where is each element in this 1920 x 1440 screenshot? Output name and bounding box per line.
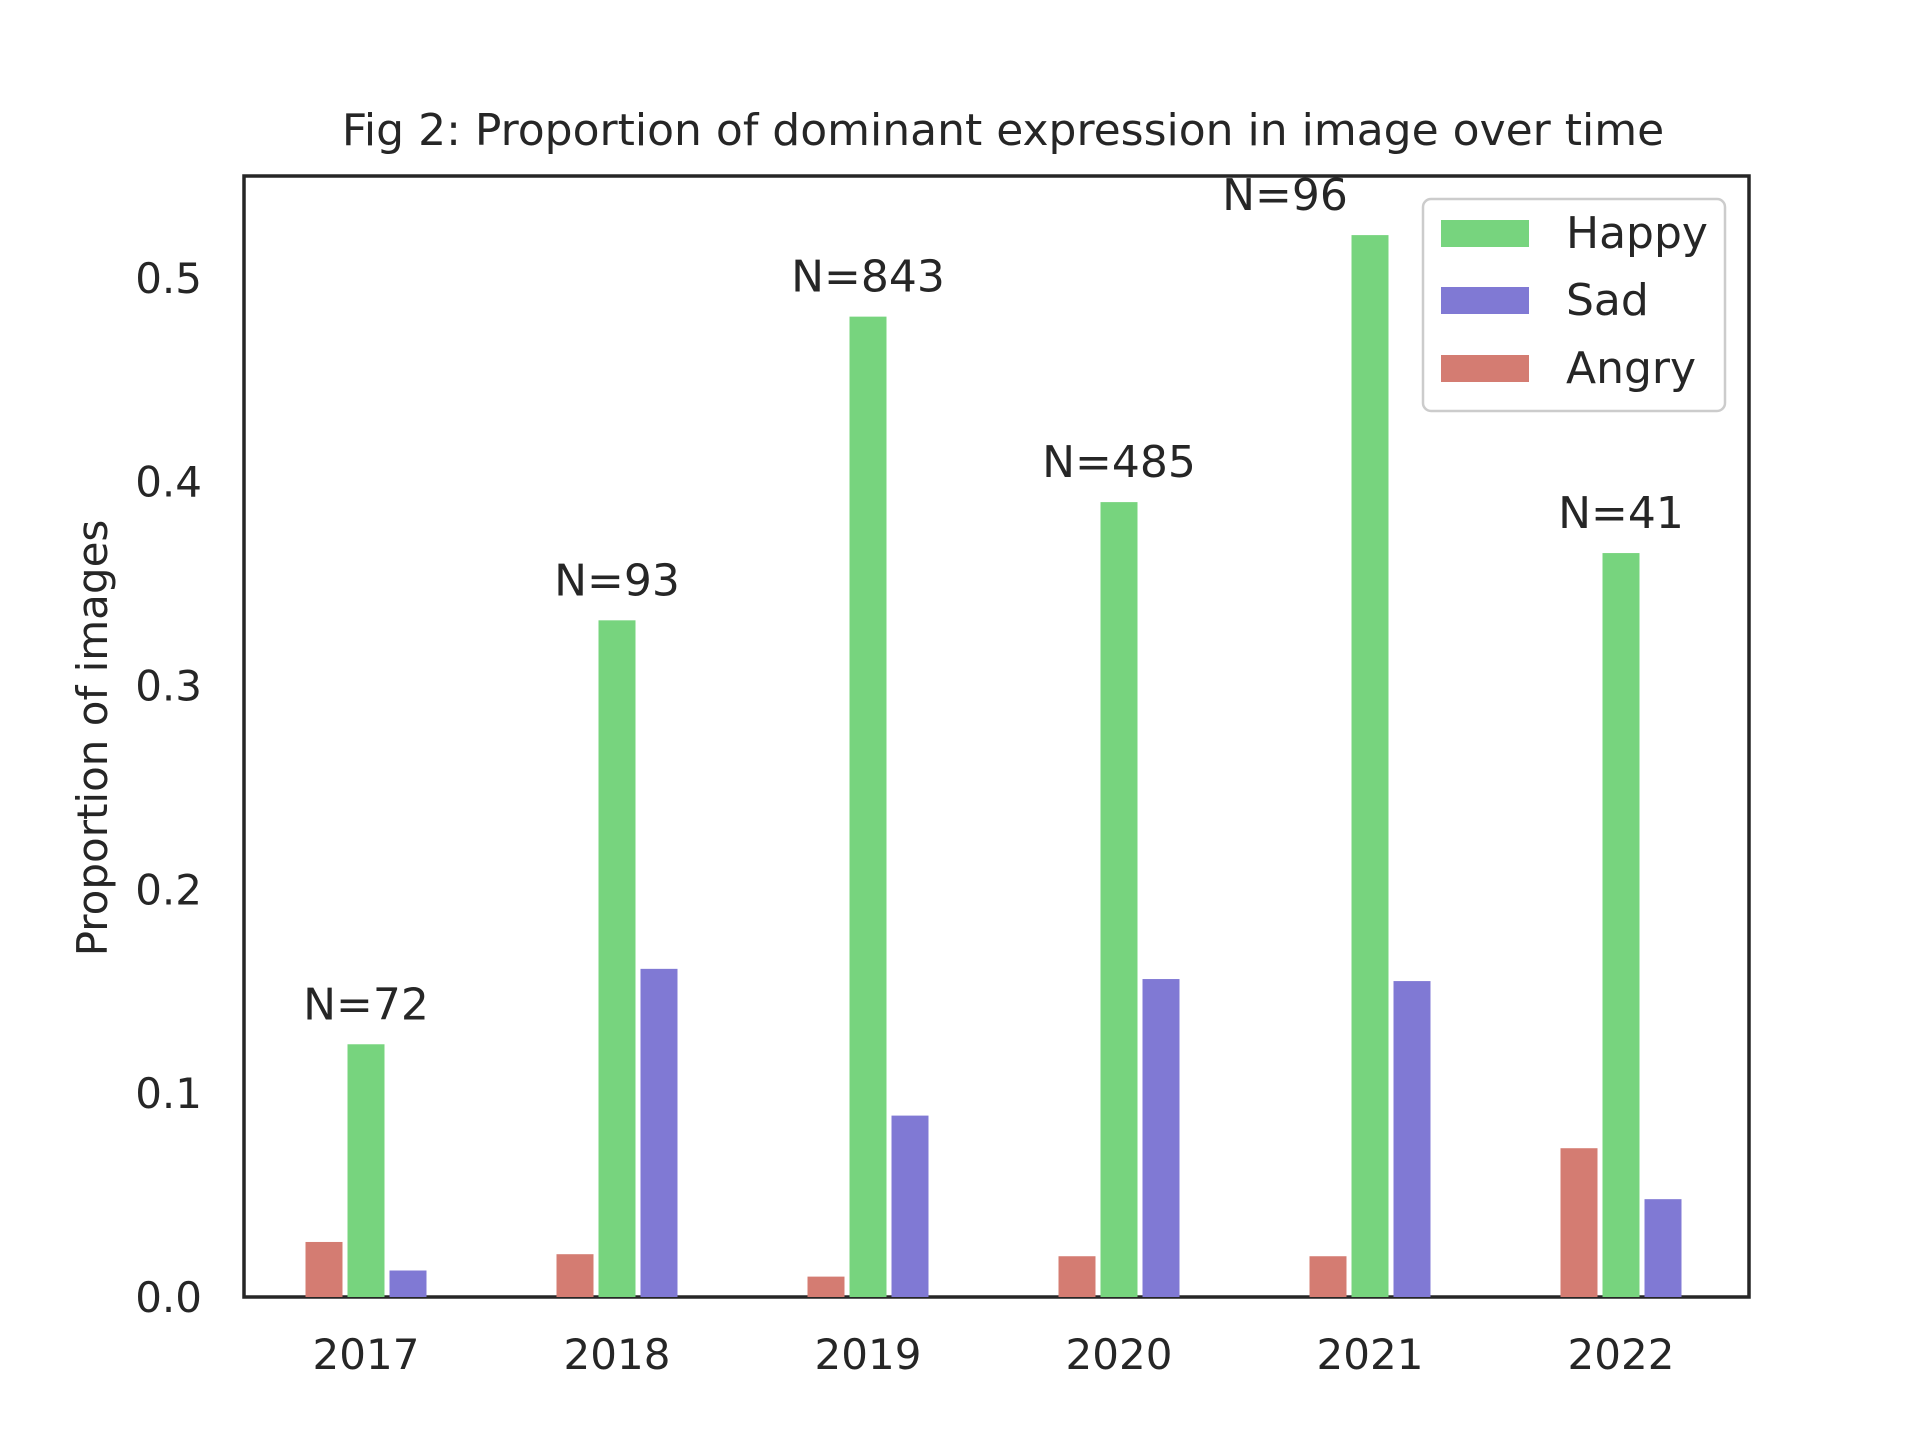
sample-size-label: N=485	[1042, 437, 1196, 488]
legend-swatch-happy	[1441, 220, 1529, 247]
x-tick-label: 2020	[1066, 1330, 1173, 1379]
x-tick-label: 2018	[564, 1330, 671, 1379]
legend-label-happy: Happy	[1566, 208, 1708, 259]
y-tick-labels: 0.0 0.1 0.2 0.3 0.4 0.5	[135, 254, 202, 1322]
sample-size-label: N=72	[303, 979, 429, 1030]
chart-title: Fig 2: Proportion of dominant expression…	[342, 105, 1664, 156]
y-tick-label: 0.3	[135, 662, 202, 711]
sample-size-label: N=93	[554, 555, 680, 606]
bar-angry-2017	[305, 1241, 343, 1297]
x-tick-label: 2017	[313, 1330, 420, 1379]
legend-label-sad: Sad	[1566, 275, 1649, 326]
bar-happy-2017	[347, 1044, 385, 1297]
bar-sad-2022	[1644, 1199, 1682, 1297]
sample-size-label: N=41	[1558, 488, 1684, 539]
bars-group	[305, 235, 1682, 1298]
bar-angry-2018	[556, 1254, 594, 1297]
bar-sad-2021	[1393, 981, 1431, 1297]
x-tick-label: 2022	[1568, 1330, 1675, 1379]
legend-label-angry: Angry	[1566, 343, 1696, 394]
bar-sad-2019	[891, 1115, 929, 1297]
bar-angry-2021	[1309, 1256, 1347, 1297]
bar-happy-2022	[1602, 553, 1640, 1297]
bar-angry-2019	[807, 1276, 845, 1297]
bar-happy-2018	[598, 620, 636, 1297]
y-tick-label: 0.5	[135, 254, 202, 303]
legend: Happy Sad Angry	[1421, 197, 1727, 413]
y-tick-label: 0.0	[135, 1273, 202, 1322]
sample-size-labels: N=72 N=93 N=843 N=485 N=96 N=41	[303, 170, 1684, 1030]
x-tick-labels: 2017 2018 2019 2020 2021 2022	[313, 1330, 1675, 1379]
y-axis-label: Proportion of images	[68, 520, 117, 957]
x-tick-label: 2019	[815, 1330, 922, 1379]
bar-happy-2021	[1351, 235, 1389, 1297]
sample-size-label: N=96	[1222, 170, 1348, 221]
y-tick-label: 0.2	[135, 865, 202, 914]
legend-swatch-angry	[1441, 355, 1529, 382]
x-tick-label: 2021	[1317, 1330, 1424, 1379]
y-tick-label: 0.4	[135, 458, 202, 507]
bar-sad-2017	[389, 1270, 427, 1297]
bar-happy-2020	[1100, 502, 1138, 1297]
bar-angry-2020	[1058, 1256, 1096, 1297]
plot-frame	[242, 174, 1751, 1299]
bar-sad-2020	[1142, 979, 1180, 1297]
bar-angry-2022	[1560, 1148, 1598, 1297]
bar-sad-2018	[640, 968, 678, 1297]
bar-happy-2019	[849, 316, 887, 1298]
legend-swatch-sad	[1441, 287, 1529, 314]
y-tick-label: 0.1	[135, 1069, 202, 1118]
sample-size-label: N=843	[791, 252, 945, 303]
